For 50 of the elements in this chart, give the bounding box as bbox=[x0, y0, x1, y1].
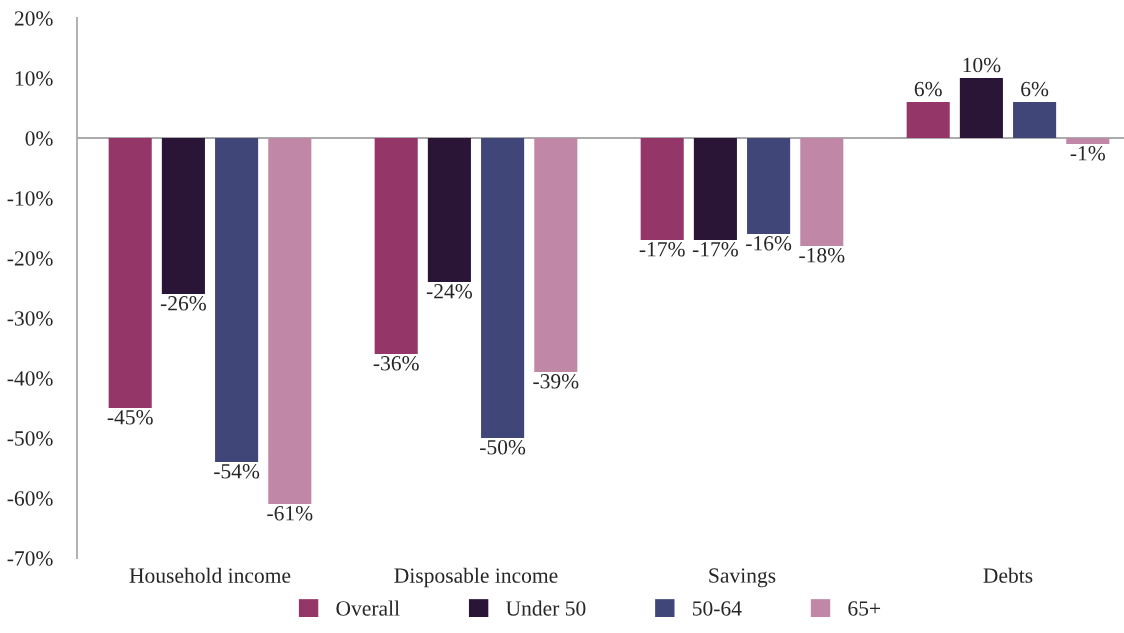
data-label: -61% bbox=[267, 506, 313, 521]
bar bbox=[215, 138, 259, 462]
data-label: -45% bbox=[107, 410, 153, 425]
bar bbox=[959, 78, 1003, 138]
x-tick-label: Savings bbox=[709, 568, 776, 588]
legend-label: 50-64 bbox=[692, 601, 742, 616]
data-label: -18% bbox=[799, 248, 845, 263]
data-label: -24% bbox=[426, 284, 472, 299]
y-tick-label: -70% bbox=[7, 551, 53, 566]
legend-label: Overall bbox=[336, 600, 400, 616]
data-label: -39% bbox=[533, 374, 579, 389]
data-label: -50% bbox=[480, 440, 526, 455]
y-tick-label: -60% bbox=[7, 491, 53, 506]
bar bbox=[906, 102, 950, 138]
bar bbox=[481, 138, 525, 438]
y-tick-label: 0% bbox=[25, 131, 53, 146]
bar bbox=[427, 138, 471, 282]
bar bbox=[534, 138, 578, 372]
x-tick-label: Debts bbox=[983, 567, 1033, 583]
bar bbox=[108, 138, 152, 408]
data-label: -16% bbox=[746, 236, 792, 251]
data-label: -54% bbox=[214, 464, 260, 479]
x-tick-label: Disposable income bbox=[394, 567, 558, 588]
y-tick-label: -50% bbox=[7, 431, 53, 446]
bar bbox=[1013, 102, 1057, 138]
bar bbox=[161, 138, 205, 294]
data-label: -17% bbox=[639, 242, 685, 257]
bar bbox=[800, 138, 844, 246]
data-label: -26% bbox=[160, 296, 206, 311]
y-tick-label: -30% bbox=[7, 311, 53, 326]
y-tick-label: -10% bbox=[7, 191, 53, 206]
data-label: 6% bbox=[914, 81, 942, 97]
bar bbox=[693, 138, 737, 240]
data-label: 10% bbox=[963, 57, 1001, 73]
y-tick-label: -40% bbox=[7, 371, 53, 386]
data-label: -1% bbox=[1070, 146, 1105, 161]
bar bbox=[268, 138, 312, 504]
data-label: -17% bbox=[692, 242, 738, 257]
data-label: 6% bbox=[1021, 81, 1049, 97]
bar bbox=[747, 138, 791, 234]
x-tick-label: Household income bbox=[129, 567, 291, 583]
legend-label: 65+ bbox=[848, 601, 881, 616]
bar bbox=[1066, 138, 1110, 144]
bar bbox=[640, 138, 684, 240]
y-tick-label: 10% bbox=[15, 71, 53, 86]
data-label: -36% bbox=[373, 356, 419, 371]
bar bbox=[374, 138, 418, 354]
y-tick-label: -20% bbox=[7, 251, 53, 266]
legend-label: Under 50 bbox=[505, 600, 586, 616]
y-tick-label: 20% bbox=[14, 11, 53, 26]
